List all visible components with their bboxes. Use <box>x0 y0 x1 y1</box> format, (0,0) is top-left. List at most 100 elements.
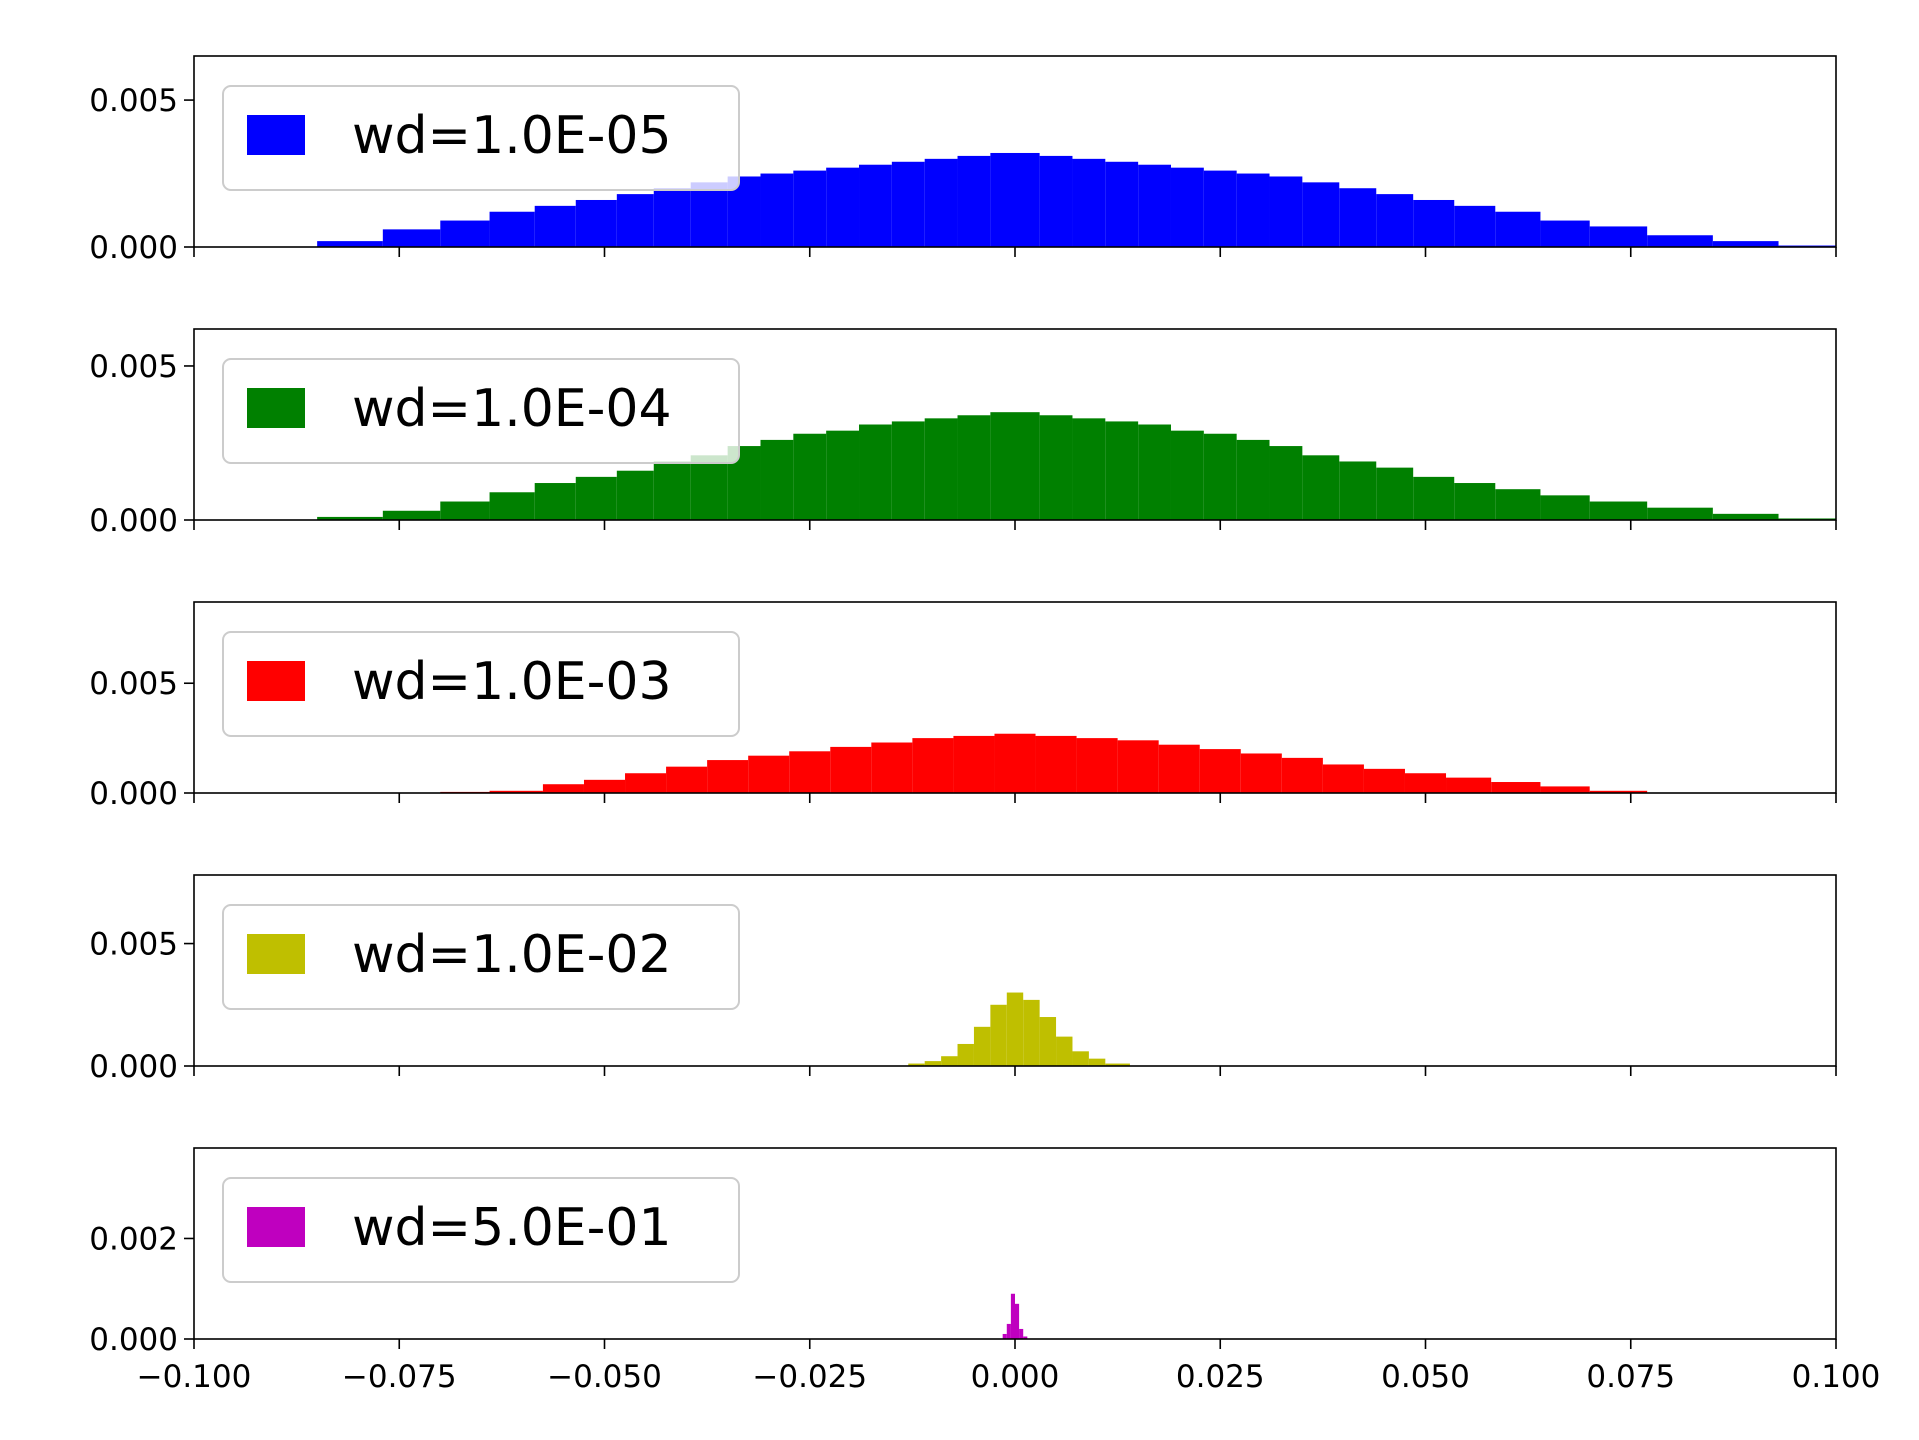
x-tick-label: 0.000 <box>971 1359 1060 1395</box>
histogram-bar <box>924 158 958 247</box>
x-tick-label: 0.100 <box>1792 1359 1881 1395</box>
histogram-bar <box>1413 199 1455 247</box>
y-tick-label: 0.005 <box>89 666 178 702</box>
histogram-bar <box>666 766 708 793</box>
histogram-bar <box>826 430 860 520</box>
histogram-bar <box>912 738 954 793</box>
histogram-bar <box>859 164 892 247</box>
legend-label: wd=1.0E-05 <box>352 106 672 166</box>
histogram-bar <box>1495 211 1541 247</box>
histogram-bar <box>1023 1336 1028 1339</box>
histogram-bar <box>1446 777 1492 793</box>
histogram-bar <box>1589 226 1648 247</box>
histogram-bar <box>489 492 535 520</box>
histogram-bar <box>941 1056 958 1066</box>
histogram-bar <box>317 241 383 247</box>
histogram-bar <box>1039 1017 1057 1066</box>
panel-2: 0.000 0.005 wd=1.0E-04 <box>89 328 1837 539</box>
histogram-bar <box>1302 455 1340 520</box>
legend-box <box>222 85 740 191</box>
histogram-bar <box>793 170 827 247</box>
y-tick-label: 0.005 <box>89 349 178 385</box>
histogram-bar <box>1170 430 1204 520</box>
histogram-bar <box>583 779 626 793</box>
histogram-bar <box>1647 235 1713 247</box>
histogram-bar <box>542 784 584 793</box>
histogram-bar <box>1269 446 1303 520</box>
histogram-bar <box>1039 415 1073 520</box>
histogram-bar <box>1203 170 1237 247</box>
x-tick-label: −0.050 <box>547 1359 662 1395</box>
histogram-bar <box>994 733 1036 793</box>
histogram-bar <box>760 439 794 520</box>
histogram-bar <box>891 161 925 247</box>
histogram-bar <box>1199 749 1241 793</box>
histogram-bar <box>1105 1063 1130 1066</box>
histogram-bar <box>957 1043 974 1066</box>
histogram-bar <box>1589 790 1648 793</box>
histogram-bar <box>1240 753 1282 793</box>
histogram-bar <box>1072 418 1106 520</box>
histogram-bar <box>653 188 691 247</box>
histogram-bar <box>1376 467 1414 520</box>
histogram-bar <box>616 470 654 520</box>
histogram-bar <box>534 205 576 247</box>
histogram-bar <box>973 1026 991 1066</box>
histogram-bar <box>1540 495 1590 520</box>
histogram-bar <box>690 455 728 520</box>
histogram-bar <box>1339 461 1377 520</box>
histogram-bar <box>908 1063 925 1066</box>
legend-box <box>222 904 740 1010</box>
histogram-bar <box>1203 433 1237 520</box>
histogram-bar <box>1076 738 1118 793</box>
x-tick-label: −0.075 <box>342 1359 457 1395</box>
x-tick-label: −0.025 <box>752 1359 867 1395</box>
histogram-bar <box>990 412 1040 520</box>
histogram-bar <box>1404 773 1447 793</box>
histogram-bar <box>1158 744 1200 793</box>
histogram-bar <box>924 418 958 520</box>
histogram-bar <box>575 476 617 520</box>
legend-label: wd=5.0E-01 <box>352 1198 672 1258</box>
histogram-bar <box>1454 205 1496 247</box>
histogram-bar <box>1105 161 1139 247</box>
histogram-bar <box>859 424 892 520</box>
histogram-bar <box>924 1061 942 1066</box>
histogram-bar <box>690 182 728 247</box>
histogram-bar <box>1269 176 1303 247</box>
histogram-bar <box>953 735 995 793</box>
histogram-bar <box>1376 194 1414 247</box>
histogram-bar <box>1236 173 1270 247</box>
histogram-bar <box>1540 220 1590 247</box>
x-tick-label: 0.025 <box>1176 1359 1265 1395</box>
y-tick-label: 0.000 <box>89 230 178 266</box>
histogram-bar <box>1712 241 1779 247</box>
y-tick-label: 0.005 <box>89 927 178 963</box>
histogram-bar <box>748 755 790 793</box>
histogram-bar <box>957 415 991 520</box>
histogram-bar <box>1023 999 1040 1066</box>
histogram-bar <box>1339 188 1377 247</box>
histogram-bar <box>871 742 913 793</box>
legend-label: wd=1.0E-04 <box>352 379 672 439</box>
histogram-bar <box>1138 164 1171 247</box>
histogram-bar <box>489 790 543 793</box>
histogram-bar <box>957 155 991 247</box>
panel-5: 0.000 0.002 −0.100 −0.075 −0.050 −0.025 0.000 0… <box>89 1147 1881 1395</box>
histogram-bar <box>382 229 441 247</box>
y-tick-label: 0.000 <box>89 1322 178 1358</box>
histogram-bar <box>830 746 872 793</box>
histogram-bar <box>1495 489 1541 520</box>
legend-box <box>222 1177 740 1283</box>
histogram-bar <box>440 220 490 247</box>
x-tick-label: −0.100 <box>137 1359 252 1395</box>
histogram-bar <box>1170 167 1204 247</box>
histogram-bar <box>1010 1293 1015 1339</box>
histogram-bar <box>826 167 860 247</box>
histogram-bar <box>489 211 535 247</box>
histogram-bar <box>1302 182 1340 247</box>
histogram-bar <box>1589 501 1648 520</box>
histogram-bar <box>891 421 925 520</box>
histogram-bar <box>1322 764 1364 793</box>
